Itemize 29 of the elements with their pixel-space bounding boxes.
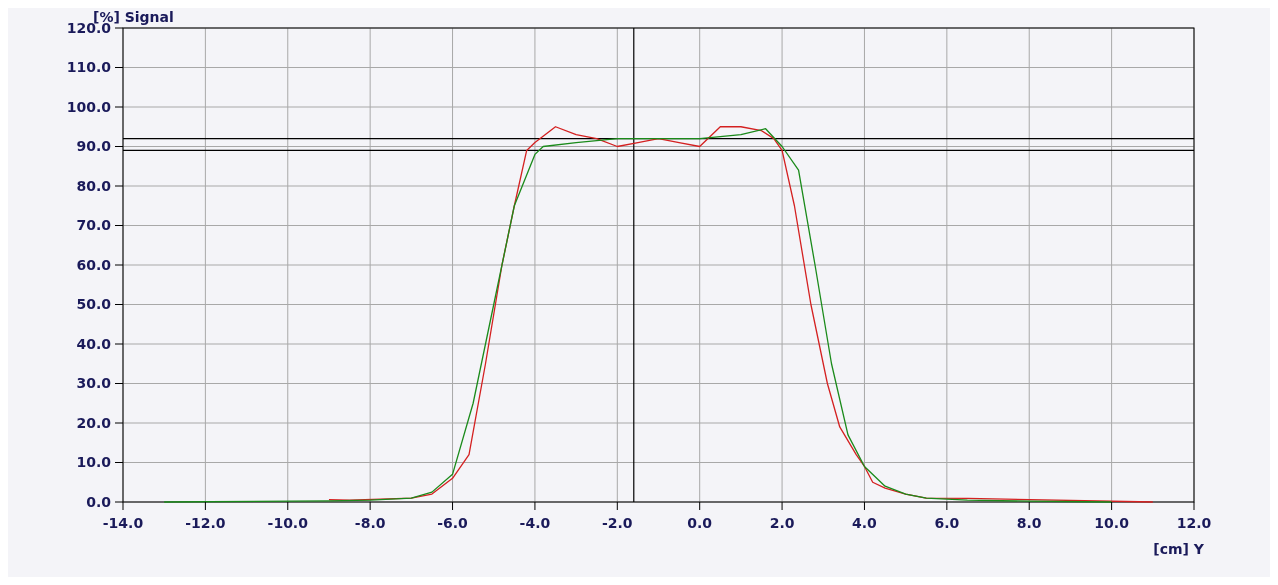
y-tick-label: 60.0	[76, 256, 112, 273]
y-tick-label: 90.0	[76, 138, 112, 155]
x-tick-label: 6.0	[934, 515, 960, 531]
x-tick-label: -14.0	[102, 515, 144, 531]
y-tick-label: 20.0	[76, 414, 112, 431]
x-tick-label: -6.0	[437, 515, 469, 531]
y-tick-label: 50.0	[76, 296, 112, 313]
y-tick-label: 30.0	[76, 375, 112, 392]
y-tick-label: 80.0	[76, 177, 112, 194]
x-axis-title: [cm] Y	[1153, 541, 1205, 557]
y-tick-label: 110.0	[66, 59, 112, 76]
x-tick-label: 10.0	[1094, 515, 1130, 531]
y-tick-label: 100.0	[66, 98, 112, 115]
x-tick-label: -4.0	[519, 515, 551, 531]
x-tick-label: 2.0	[769, 515, 795, 531]
x-tick-label: -12.0	[185, 515, 226, 531]
y-tick-label: 40.0	[76, 335, 112, 352]
x-tick-label: -10.0	[267, 515, 309, 531]
x-tick-label: 4.0	[852, 515, 878, 531]
x-tick-label: -2.0	[602, 515, 633, 531]
y-tick-label: 0.0	[86, 493, 112, 510]
y-tick-label: 70.0	[76, 217, 112, 234]
line-series	[163, 128, 1113, 503]
x-tick-label: -8.0	[354, 515, 386, 531]
line-series	[328, 126, 1154, 503]
x-tick-label: 12.0	[1176, 515, 1212, 531]
y-tick-label: 10.0	[76, 454, 112, 471]
x-tick-label: 0.0	[687, 515, 713, 531]
x-tick-label: 8.0	[1016, 515, 1042, 531]
